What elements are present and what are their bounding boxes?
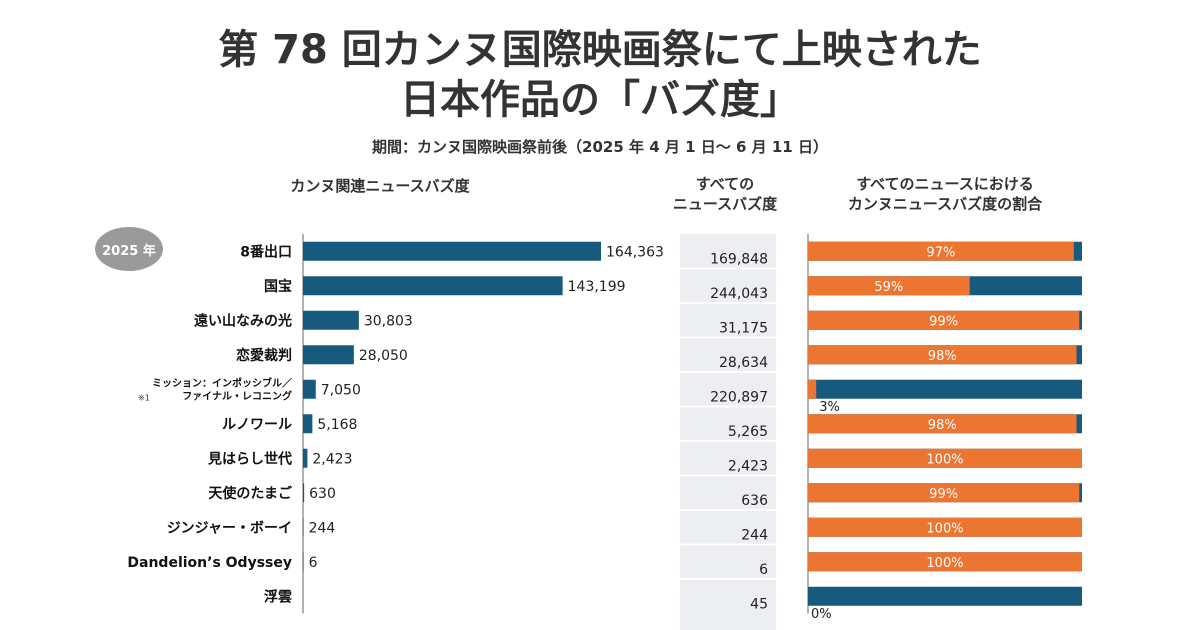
- category-label: 国宝: [264, 278, 292, 295]
- cannes-buzz-bar: [303, 379, 316, 399]
- share-bar-cannes: [808, 448, 1082, 468]
- share-percent-label: 99%: [929, 314, 958, 329]
- category-label: ルノワール: [222, 417, 292, 433]
- cannes-buzz-bar: [303, 241, 601, 261]
- period-subtitle: 期間：カンヌ国際映画祭前後（2025 年 4 月 1 日～ 6 月 11 日）: [372, 138, 828, 156]
- share-percent-label: 98%: [928, 418, 957, 433]
- total-buzz-value: 45: [750, 596, 768, 612]
- cannes-buzz-value-label: 6: [309, 555, 318, 571]
- cannes-buzz-bar: [303, 345, 354, 365]
- category-label: 8番出口: [240, 243, 292, 260]
- share-percent-label: 3%: [819, 400, 840, 415]
- year-badge: 2025 年: [95, 227, 163, 271]
- total-buzz-value: 5,265: [728, 424, 768, 440]
- share-percent-label: 100%: [926, 452, 963, 467]
- cannes-buzz-value-label: 244: [309, 520, 336, 536]
- right-header-line-2: カンヌニュースバズ度の割合: [847, 195, 1043, 213]
- category-label: Dandelion’s Odyssey: [127, 555, 292, 571]
- total-buzz-value: 244,043: [710, 286, 768, 302]
- share-bar-cannes: [808, 552, 1082, 572]
- category-label: 遠い山なみの光: [194, 312, 292, 329]
- share-percent-label: 100%: [926, 556, 963, 571]
- share-bar-cannes: [808, 414, 1077, 434]
- chart-title-line-1: 第 78 回カンヌ国際映画祭にて上映された: [218, 27, 982, 73]
- category-label: 天使のたまご: [208, 485, 293, 502]
- cannes-buzz-bar: [303, 552, 304, 572]
- total-buzz-value: 6: [759, 562, 768, 578]
- right-column-header: すべてのニュースにおける カンヌニュースバズ度の割合: [815, 174, 1075, 214]
- total-buzz-value: 220,897: [710, 389, 768, 405]
- total-buzz-value: 169,848: [710, 251, 768, 267]
- middle-header-line-1: すべての: [695, 175, 755, 193]
- total-buzz-column-background: [680, 234, 776, 630]
- middle-header-line-2: ニュースバズ度: [672, 195, 778, 213]
- share-percent-label: 0%: [811, 607, 832, 622]
- share-bar-cannes: [808, 310, 1080, 330]
- cannes-buzz-value-label: 5,168: [317, 417, 357, 433]
- share-bar-remainder: [808, 379, 1082, 399]
- chart-title-line-2: 日本作品の「バズ度」: [400, 77, 800, 123]
- share-bar-cannes: [808, 241, 1074, 261]
- category-label-line-2: ファイナル・レコニング: [182, 389, 292, 402]
- category-label: ジンジャー・ボーイ: [167, 520, 292, 536]
- cannes-buzz-bar: [303, 310, 359, 330]
- category-label-line-1: ミッション：インポッシブル／: [152, 376, 292, 389]
- category-label: 恋愛裁判: [236, 347, 292, 364]
- total-buzz-value: 2,423: [728, 458, 768, 474]
- cannes-buzz-value-label: 30,803: [364, 313, 413, 329]
- cannes-buzz-value-label: 28,050: [359, 348, 408, 364]
- cannes-buzz-value-label: 630: [309, 486, 336, 502]
- left-column-header: カンヌ関連ニュースバズ度: [290, 177, 470, 195]
- total-buzz-value: 636: [741, 493, 768, 509]
- share-bar-cannes: [808, 345, 1077, 365]
- share-bar-cannes: [808, 483, 1080, 503]
- right-header-line-1: すべてのニュースにおける: [856, 175, 1034, 193]
- total-buzz-value: 244: [741, 527, 768, 543]
- cannes-buzz-bar: [303, 483, 305, 503]
- total-buzz-value: 31,175: [719, 320, 768, 336]
- share-percent-label: 59%: [874, 280, 903, 295]
- total-buzz-value: 28,634: [719, 355, 768, 371]
- share-bar-cannes: [808, 276, 970, 296]
- share-bar-cannes: [808, 517, 1082, 537]
- cannes-buzz-value-label: 7,050: [321, 382, 361, 398]
- cannes-buzz-bar: [303, 414, 313, 434]
- cannes-buzz-bar: [303, 276, 563, 296]
- category-label: 見はらし世代: [207, 450, 292, 467]
- cannes-buzz-bar: [303, 448, 308, 468]
- share-percent-label: 98%: [928, 349, 957, 364]
- share-percent-label: 97%: [926, 245, 955, 260]
- cannes-buzz-value-label: 164,363: [606, 244, 664, 260]
- cannes-buzz-value-label: 2,423: [312, 451, 352, 467]
- cannes-buzz-bar: [303, 517, 304, 537]
- footnote-marker: ※1: [138, 393, 150, 402]
- cannes-buzz-value-label: 143,199: [568, 279, 626, 295]
- share-bar-cannes: [808, 379, 817, 399]
- share-bar-remainder: [808, 586, 1082, 606]
- middle-column-header: すべての ニュースバズ度: [660, 174, 790, 214]
- share-percent-label: 99%: [929, 487, 958, 502]
- share-percent-label: 100%: [926, 521, 963, 536]
- category-label: 浮雲: [264, 588, 292, 605]
